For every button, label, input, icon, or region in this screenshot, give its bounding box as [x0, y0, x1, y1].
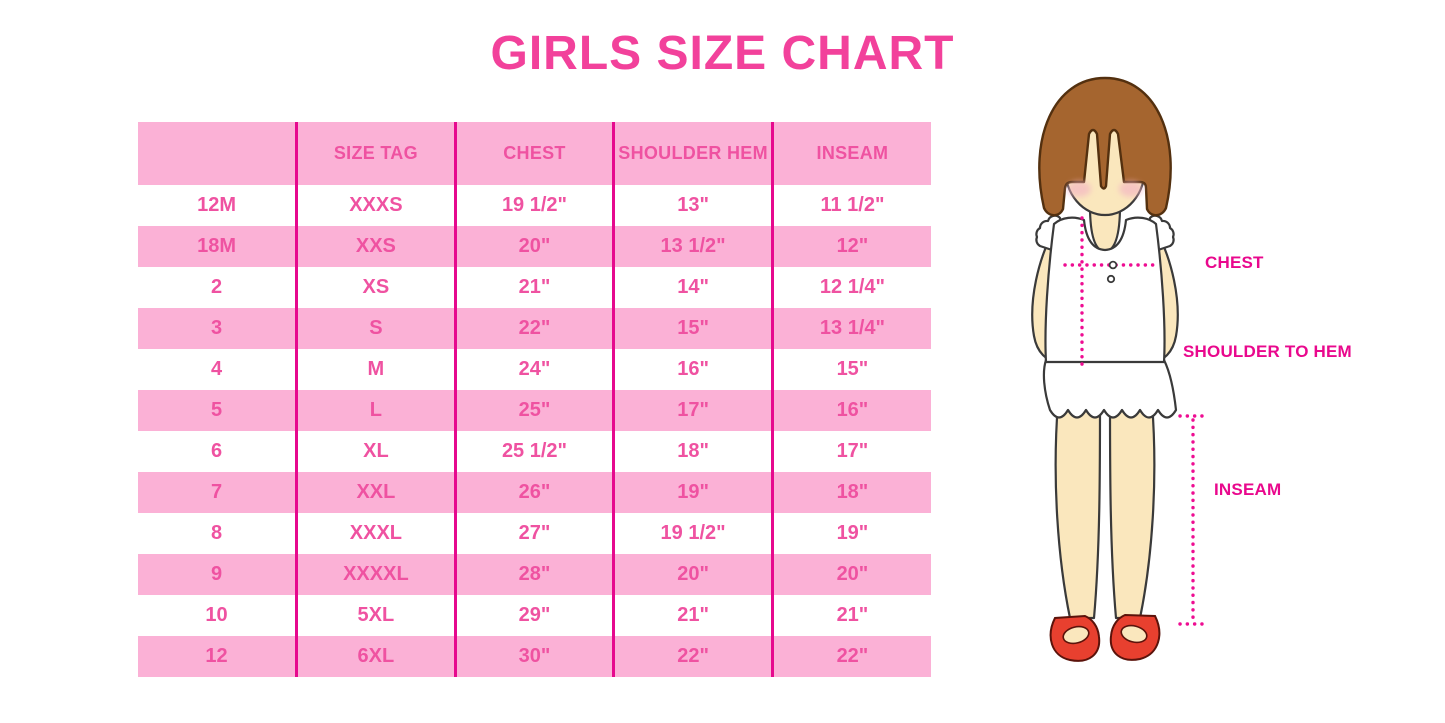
table-cell: 6XL [295, 636, 456, 677]
table-cell: 20" [612, 554, 773, 595]
table-cell: XXL [295, 472, 456, 513]
table-cell: 25 1/2" [453, 431, 614, 472]
table-cell: 13 1/4" [770, 308, 931, 349]
table-cell: M [295, 349, 456, 390]
table-cell: 26" [453, 472, 614, 513]
column-header-inseam: INSEAM [770, 122, 931, 185]
table-row: 6 XL 25 1/2" 18" 17" [138, 431, 931, 472]
table-cell: XL [295, 431, 456, 472]
table-cell: 16" [770, 390, 931, 431]
left-shoe-opening [1062, 625, 1090, 645]
table-cell: 13 1/2" [612, 226, 773, 267]
table-row: 9 XXXXL 28" 20" 20" [138, 554, 931, 595]
table-cell: 12 [205, 645, 228, 667]
table-cell: 14" [612, 267, 773, 308]
table-cell: 21" [453, 267, 614, 308]
table-cell: 12M [197, 194, 236, 216]
table-cell: 15" [612, 308, 773, 349]
table-cell: 17" [612, 390, 773, 431]
shoulder-to-hem-label: SHOULDER TO HEM [1183, 342, 1352, 361]
table-row: 12 6XL 30" 22" 22" [138, 636, 931, 677]
table-cell: 29" [453, 595, 614, 636]
table-cell: 12 1/4" [770, 267, 931, 308]
table-row: 8 XXXL 27" 19 1/2" 19" [138, 513, 931, 554]
table-cell: 18M [197, 235, 236, 257]
table-cell: 22" [612, 636, 773, 677]
table-row: 2 XS 21" 14" 12 1/4" [138, 267, 931, 308]
table-cell: 30" [453, 636, 614, 677]
table-cell: 5XL [295, 595, 456, 636]
page-title: GIRLS SIZE CHART [490, 27, 955, 80]
table-cell: 19 1/2" [612, 513, 773, 554]
column-header-chest: CHEST [453, 122, 614, 185]
table-row: 7 XXL 26" 19" 18" [138, 472, 931, 513]
table-cell: 2 [210, 276, 223, 298]
table-cell: 20" [770, 554, 931, 595]
table-cell: XXXL [295, 513, 456, 554]
table-cell: 18" [612, 431, 773, 472]
chest-label: CHEST [1205, 253, 1264, 272]
table-cell: 15" [770, 349, 931, 390]
table-row: 5 L 25" 17" 16" [138, 390, 931, 431]
table-cell: 28" [453, 554, 614, 595]
skirt [1042, 358, 1178, 419]
table-cell: 19" [770, 513, 931, 554]
table-cell: 7 [210, 481, 223, 503]
left-blush [1067, 181, 1091, 197]
table-cell: 19 1/2" [453, 185, 614, 226]
table-cell: 13" [612, 185, 773, 226]
table-cell: 16" [612, 349, 773, 390]
table-cell: L [295, 390, 456, 431]
table-cell: S [295, 308, 456, 349]
left-leg [1054, 401, 1102, 620]
bottom-button [1106, 274, 1116, 284]
table-cell: 12" [770, 226, 931, 267]
column-header-size [138, 122, 297, 185]
table-cell: XXXXL [295, 554, 456, 595]
table-cell: 4 [210, 358, 223, 380]
table-cell: XS [295, 267, 456, 308]
table-row: 18M XXS 20" 13 1/2" 12" [138, 226, 931, 267]
size-table: SIZE TAG CHEST SHOULDER HEM INSEAM 12M XX… [138, 122, 931, 677]
measurement-figure: CHEST SHOULDER TO HEM INSEAM [1000, 70, 1400, 700]
column-header-shoulder-hem: SHOULDER HEM [612, 122, 773, 185]
hair [1038, 76, 1172, 217]
table-cell: 25" [453, 390, 614, 431]
table-cell: 22" [453, 308, 614, 349]
column-header-size-tag: SIZE TAG [295, 122, 456, 185]
table-cell: 18" [770, 472, 931, 513]
right-blush [1119, 181, 1143, 197]
table-cell: 5 [210, 399, 223, 421]
right-leg [1108, 401, 1156, 620]
table-cell: 24" [453, 349, 614, 390]
table-cell: 6 [210, 440, 223, 462]
top-button [1108, 260, 1118, 270]
table-cell: 21" [770, 595, 931, 636]
table-cell: XXXS [295, 185, 456, 226]
table-row: 4 M 24" 16" 15" [138, 349, 931, 390]
inseam-label: INSEAM [1214, 480, 1282, 499]
table-row: 3 S 22" 15" 13 1/4" [138, 308, 931, 349]
table-header-row: SIZE TAG CHEST SHOULDER HEM INSEAM [138, 122, 931, 185]
table-cell: 22" [770, 636, 931, 677]
table-cell: 17" [770, 431, 931, 472]
tank-top [1044, 216, 1166, 364]
table-cell: 19" [612, 472, 773, 513]
table-cell: 20" [453, 226, 614, 267]
table-cell: 8 [210, 522, 223, 544]
table-cell: XXS [295, 226, 456, 267]
table-cell: 3 [210, 317, 223, 339]
table-row: 10 5XL 29" 21" 21" [138, 595, 931, 636]
size-table-body: 12M XXXS 19 1/2" 13" 11 1/2" 18M XXS 20" 13 1/2"… [138, 185, 931, 677]
girl-illustration [1031, 76, 1208, 662]
table-cell: 9 [210, 563, 223, 585]
table-row: 12M XXXS 19 1/2" 13" 11 1/2" [138, 185, 931, 226]
right-shoe-opening [1120, 624, 1148, 644]
table-cell: 10 [205, 604, 228, 626]
table-cell: 21" [612, 595, 773, 636]
table-cell: 27" [453, 513, 614, 554]
table-cell: 11 1/2" [770, 185, 931, 226]
